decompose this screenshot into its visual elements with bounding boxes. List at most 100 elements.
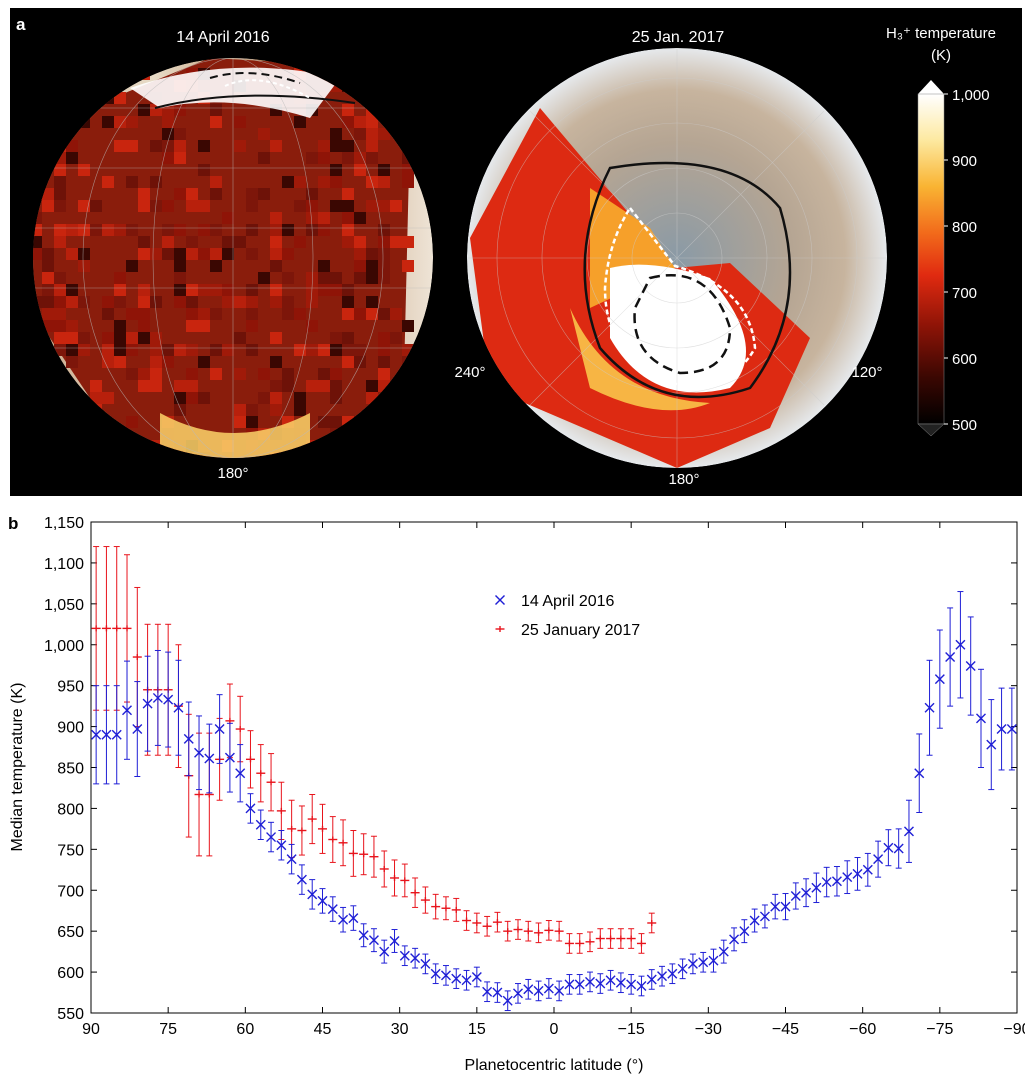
temperature-cell	[246, 224, 258, 236]
temperature-cell	[33, 224, 42, 236]
colorbar-unit: (K)	[931, 47, 951, 64]
temperature-cell	[210, 308, 222, 320]
temperature-cell	[90, 380, 102, 392]
temperature-cell	[270, 404, 282, 416]
temperature-cell	[54, 272, 66, 284]
temperature-cell	[66, 116, 78, 128]
data-point	[554, 928, 564, 935]
temperature-cell	[354, 272, 366, 284]
temperature-cell	[186, 308, 198, 320]
data-point	[512, 988, 523, 999]
temperature-cell	[186, 392, 198, 404]
data-point	[534, 929, 544, 936]
temperature-cell	[66, 224, 78, 236]
y-tick-label: 1,000	[44, 638, 84, 655]
x-tick-label: −75	[926, 1021, 953, 1038]
temperature-cell	[174, 128, 186, 140]
data-point	[245, 756, 255, 763]
data-point	[317, 895, 328, 906]
temperature-cell	[162, 356, 174, 368]
temperature-cell	[330, 140, 342, 152]
data-point	[318, 825, 327, 832]
temperature-cell	[198, 308, 210, 320]
temperature-cell	[174, 152, 186, 164]
temperature-cell	[282, 452, 294, 458]
temperature-cell	[126, 332, 138, 344]
panel-a-maps: a 14 April 2016 180°	[10, 8, 1022, 496]
data-point	[759, 911, 770, 922]
data-point	[893, 843, 904, 854]
data-point	[698, 957, 709, 968]
temperature-cell	[342, 236, 354, 248]
temperature-cell	[354, 236, 366, 248]
data-point	[708, 955, 719, 966]
temperature-cell	[330, 344, 342, 356]
data-point	[811, 882, 822, 893]
temperature-cell	[78, 404, 90, 416]
temperature-cell	[306, 296, 318, 308]
x-tick-label: −45	[772, 1021, 799, 1038]
temperature-cell	[90, 416, 102, 428]
temperature-cell	[294, 176, 306, 188]
legend-marker-x	[495, 595, 505, 605]
temperature-cell	[342, 212, 354, 224]
temperature-cell	[138, 68, 150, 80]
temperature-cell	[42, 188, 54, 200]
temperature-cell	[246, 284, 258, 296]
temperature-cell	[294, 308, 306, 320]
temperature-cell	[66, 140, 78, 152]
temperature-cell	[33, 212, 42, 224]
temperature-cell	[114, 320, 126, 332]
data-point	[513, 926, 523, 933]
temperature-cell	[210, 284, 222, 296]
data-point	[101, 729, 112, 740]
temperature-cell	[402, 356, 414, 368]
temperature-cell	[330, 128, 342, 140]
temperature-cell	[54, 200, 66, 212]
data-point	[626, 979, 637, 990]
temperature-cell	[222, 236, 234, 248]
data-point	[574, 979, 585, 990]
data-point	[256, 770, 266, 777]
colorbar-max-arrow	[918, 80, 944, 94]
data-point	[379, 865, 389, 872]
data-point	[297, 827, 307, 834]
data-point	[482, 986, 493, 997]
map-left-title: 14 April 2016	[176, 29, 270, 46]
temperature-cell	[390, 308, 402, 320]
temperature-cell	[186, 296, 198, 308]
data-point	[492, 919, 502, 926]
temperature-cell	[150, 356, 162, 368]
temperature-cell	[162, 152, 174, 164]
temperature-cell	[162, 224, 174, 236]
temperature-cell	[174, 224, 186, 236]
temperature-cell	[174, 272, 186, 284]
temperature-cell	[150, 296, 162, 308]
temperature-cell	[258, 128, 270, 140]
temperature-cell	[174, 296, 186, 308]
temperature-cell	[126, 260, 138, 272]
temperature-cell	[378, 272, 390, 284]
series-14-april-2016	[91, 591, 1017, 1012]
data-point	[235, 768, 246, 779]
legend-marker-plus	[495, 626, 505, 632]
data-point	[389, 935, 400, 946]
temperature-cell	[342, 344, 354, 356]
temperature-cell	[390, 200, 402, 212]
temperature-cell	[33, 296, 42, 308]
data-point	[543, 983, 554, 994]
data-point	[368, 935, 379, 946]
temperature-cell	[402, 164, 414, 176]
temperature-cell	[378, 128, 390, 140]
data-point	[575, 940, 585, 947]
temperature-cell	[378, 452, 390, 458]
temperature-cell	[186, 200, 198, 212]
temperature-cell	[54, 344, 66, 356]
temperature-cell	[210, 248, 222, 260]
temperature-cell	[186, 320, 198, 332]
temperature-cell	[270, 356, 282, 368]
temperature-cell	[246, 296, 258, 308]
data-point	[647, 919, 657, 926]
data-point	[852, 868, 863, 879]
temperature-cell	[282, 176, 294, 188]
